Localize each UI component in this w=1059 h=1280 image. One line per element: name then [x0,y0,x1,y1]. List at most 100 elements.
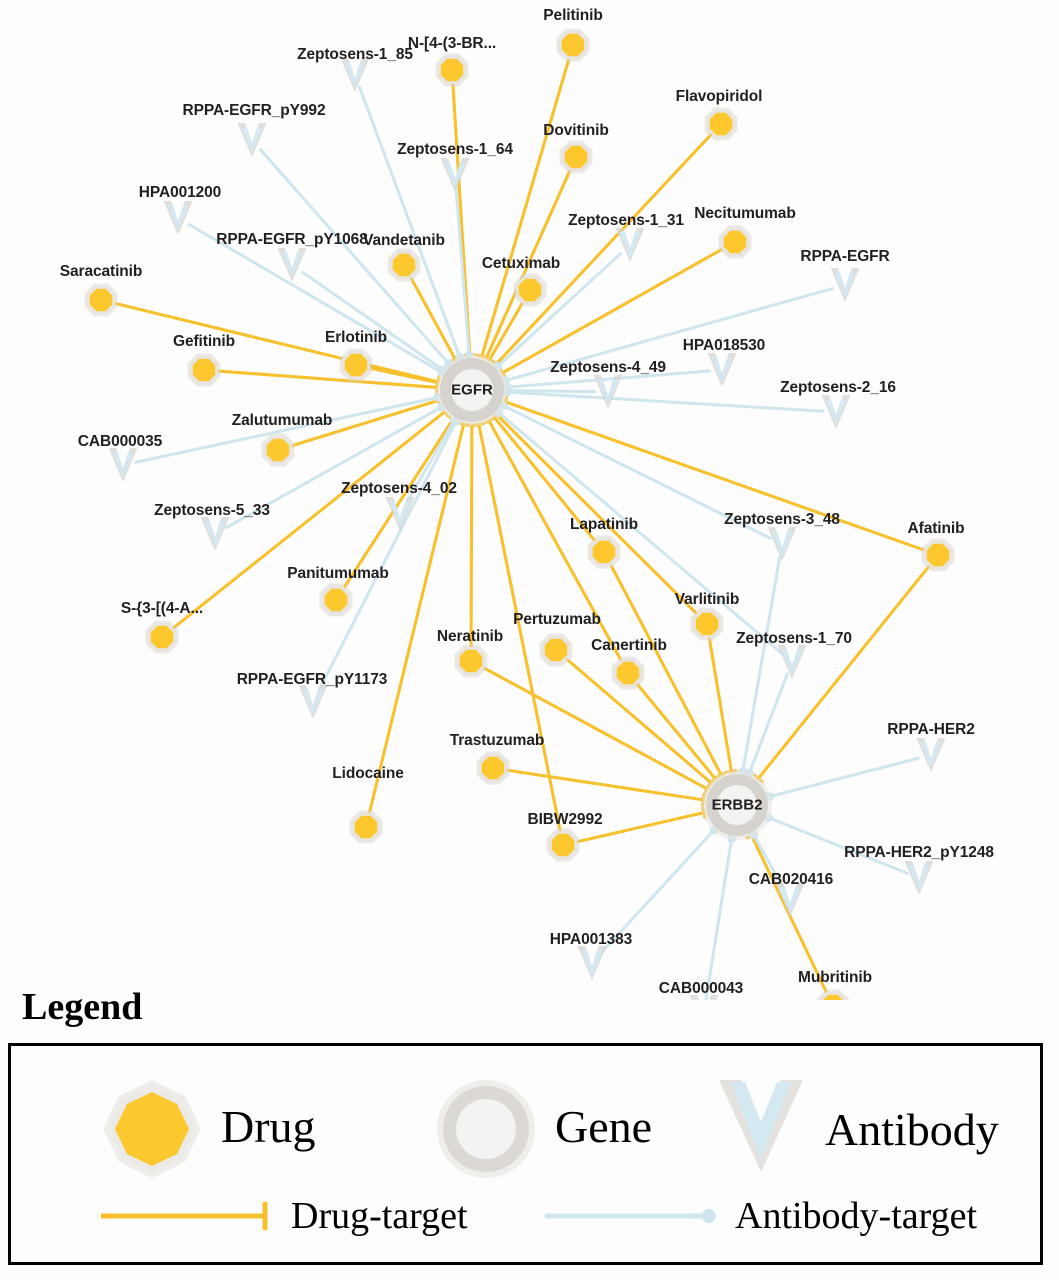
antibody-node-label: HPA018530 [682,337,766,354]
drug-node-label: S-{3-[(4-A... [120,600,204,617]
antibody-node-label: RPPA-HER2_pY1248 [844,844,994,861]
drug-node[interactable] [387,248,421,282]
antibody-node-label: RPPA-EGFR_pY1173 [236,671,388,688]
drug-node[interactable] [454,644,488,678]
gene-node[interactable] [436,354,508,426]
drug-target-edge [495,413,699,616]
legend-label-antibody: Antibody [825,1103,999,1155]
dot-line-icon [545,1209,716,1223]
drug-node-label: Cetuximab [481,255,561,272]
drug-node[interactable] [513,273,547,307]
antibody-target-edge [505,369,711,389]
drug-node[interactable] [476,751,510,785]
antibody-node[interactable] [830,268,860,302]
drug-node[interactable] [546,828,580,862]
antibody-target-edge [501,404,772,540]
drug-node-label: Afatinib [907,520,965,537]
drug-target-edge [492,415,597,543]
drug-node[interactable] [556,28,590,62]
drug-node[interactable] [921,538,955,572]
antibody-node[interactable] [707,353,737,387]
drug-target-edge [608,562,723,777]
drug-target-edge [367,422,466,815]
drug-node[interactable] [704,107,738,141]
drug-node[interactable] [319,583,353,617]
antibody-node-label: Zeptosens-3_48 [724,511,840,528]
network-graph[interactable] [0,0,1059,1000]
antibody-node[interactable] [200,517,230,551]
drug-node-label: Lidocaine [332,765,404,782]
drug-node-label: BIBW2992 [527,811,603,828]
legend-item-drug: Drug [97,1072,316,1182]
drug-target-edge [494,132,713,366]
drug-node[interactable] [816,989,850,1001]
antibody-node[interactable] [298,685,328,719]
antibody-node[interactable] [689,995,719,1000]
antibody-target-edge [504,287,834,383]
antibody-node[interactable] [777,645,807,679]
antibody-node-label: RPPA-EGFR_pY992 [182,102,326,119]
antibody-node[interactable] [163,201,193,235]
drug-node[interactable] [435,53,469,87]
drug-node[interactable] [587,535,621,569]
drug-node[interactable] [539,633,573,667]
drug-node[interactable] [84,283,118,317]
legend-item-drug-target: Drug-target [97,1196,468,1236]
drug-target-edge [481,666,709,791]
antibody-node-label: HPA001383 [549,931,633,948]
antibody-node[interactable] [108,448,138,482]
antibody-node[interactable] [577,946,607,980]
drug-target-edge [500,247,725,375]
drug-target-edge [575,811,706,844]
drug-node[interactable] [690,607,724,641]
drug-target-edge [635,682,717,781]
antibody-node[interactable] [904,861,934,895]
edges-layer [113,56,931,1000]
antibody-node[interactable] [340,58,370,92]
drug-node-label: Pertuzumab [513,611,601,628]
drug-node-label: Zalutumumab [231,412,333,429]
legend-label-antibody-target: Antibody-target [735,1195,978,1237]
antibody-node[interactable] [277,248,307,282]
legend-shape-row: Drug Gene Antibody [11,1072,1040,1182]
drug-node-label: Varlitinib [674,591,740,608]
drug-node[interactable] [611,656,645,690]
drug-node-label: Flavopiridol [675,88,763,105]
antibody-target-edge [496,252,622,368]
drug-target-edge [477,422,562,833]
legend-label-drug-target: Drug-target [291,1195,468,1237]
drug-node[interactable] [261,433,295,467]
antibody-node[interactable] [385,497,415,531]
antibody-node[interactable] [615,228,645,262]
octagon-icon [103,1080,201,1178]
gene-node[interactable] [702,770,772,840]
antibody-node[interactable] [440,158,470,192]
drug-target-edge [480,56,571,358]
antibody-target-edge [741,555,782,773]
antibody-node-label: Zeptosens-1_31 [568,212,684,229]
antibody-node-label: CAB000035 [77,433,163,450]
antibody-node[interactable] [821,395,851,429]
drug-target-edge [484,168,572,360]
drug-node[interactable] [339,348,373,382]
antibody-node[interactable] [775,883,805,917]
antibody-target-edge [497,411,784,656]
antibody-node-label: Zeptosens-1_64 [397,141,513,158]
drug-node[interactable] [187,353,221,387]
legend-label-drug: Drug [221,1101,316,1152]
antibody-node[interactable] [916,738,946,772]
drug-node[interactable] [718,225,752,259]
legend-title: Legend [22,986,143,1028]
antibody-node[interactable] [237,123,267,157]
drug-node[interactable] [559,140,593,174]
antibody-node[interactable] [767,527,797,561]
drug-node-label: Lapatinib [570,516,638,533]
drug-target-edge [503,400,927,552]
drug-target-edge [342,417,455,590]
drug-node[interactable] [349,810,383,844]
antibody-target-edge [747,672,789,775]
drug-node[interactable] [145,620,179,654]
legend-box: Drug Gene Antibody [8,1043,1043,1265]
antibody-node[interactable] [593,375,623,409]
